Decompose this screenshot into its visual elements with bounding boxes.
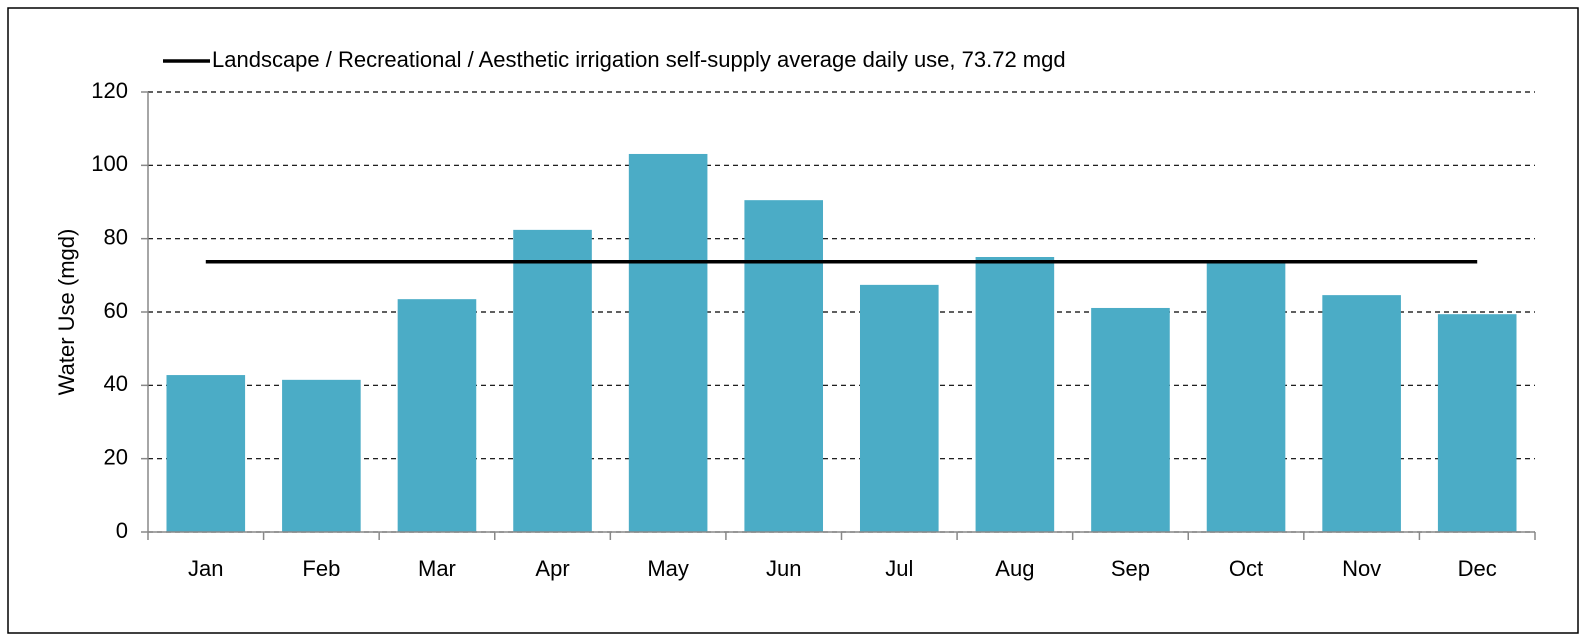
x-tick-label: Aug	[995, 556, 1034, 581]
x-tick-label: Mar	[418, 556, 456, 581]
y-tick-label: 0	[116, 518, 128, 543]
bar	[1322, 295, 1401, 532]
bar	[1437, 314, 1517, 532]
bar	[397, 299, 477, 532]
bar	[975, 257, 1055, 532]
bar	[859, 284, 939, 532]
y-tick-label: 120	[91, 78, 128, 103]
y-tick-label: 60	[104, 298, 128, 323]
y-tick-label: 80	[104, 224, 128, 249]
bar	[513, 229, 592, 532]
x-tick-label: Jul	[885, 556, 913, 581]
bar	[166, 375, 246, 532]
x-tick-label: Feb	[302, 556, 340, 581]
x-tick-label: Nov	[1342, 556, 1381, 581]
bar	[628, 153, 708, 532]
bar	[1091, 307, 1170, 532]
legend-label: Landscape / Recreational / Aesthetic irr…	[212, 47, 1066, 72]
bar	[1206, 262, 1286, 532]
x-tick-label: Oct	[1229, 556, 1263, 581]
x-tick-label: Jun	[766, 556, 801, 581]
x-tick-label: Sep	[1111, 556, 1150, 581]
y-tick-label: 20	[104, 444, 128, 469]
x-tick-label: Jan	[188, 556, 223, 581]
y-axis-label: Water Use (mgd)	[54, 229, 79, 396]
y-tick-label: 40	[104, 371, 128, 396]
bar	[282, 379, 361, 532]
x-tick-label: Dec	[1458, 556, 1497, 581]
x-tick-label: Apr	[535, 556, 569, 581]
x-tick-label: May	[647, 556, 689, 581]
bar	[744, 200, 824, 532]
y-tick-label: 100	[91, 151, 128, 176]
